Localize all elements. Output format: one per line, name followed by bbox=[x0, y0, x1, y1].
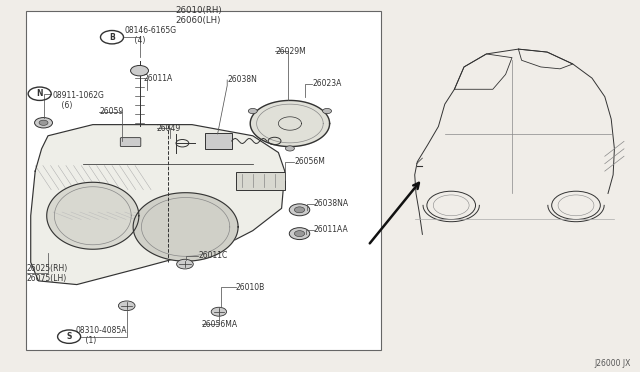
Text: 26059: 26059 bbox=[99, 107, 124, 116]
Text: 26011A: 26011A bbox=[144, 74, 173, 83]
Text: 08146-6165G
    (4): 08146-6165G (4) bbox=[125, 26, 177, 45]
Circle shape bbox=[118, 301, 135, 311]
Polygon shape bbox=[47, 182, 139, 249]
Text: S: S bbox=[67, 332, 72, 341]
Text: 26049: 26049 bbox=[157, 124, 181, 133]
Circle shape bbox=[294, 207, 305, 213]
Circle shape bbox=[35, 118, 52, 128]
Text: B: B bbox=[109, 33, 115, 42]
Text: 26056M: 26056M bbox=[294, 157, 325, 166]
Circle shape bbox=[323, 108, 332, 113]
Text: N: N bbox=[36, 89, 43, 98]
Polygon shape bbox=[250, 100, 330, 147]
Bar bbox=[26, 11, 381, 350]
FancyBboxPatch shape bbox=[120, 138, 141, 147]
Text: 26023A: 26023A bbox=[312, 79, 342, 88]
Text: 26010B: 26010B bbox=[236, 283, 265, 292]
Circle shape bbox=[131, 65, 148, 76]
Text: 26038NA: 26038NA bbox=[314, 199, 349, 208]
Circle shape bbox=[39, 120, 48, 125]
Polygon shape bbox=[133, 193, 238, 261]
Text: 26029M: 26029M bbox=[275, 47, 306, 56]
Circle shape bbox=[294, 231, 305, 237]
Circle shape bbox=[248, 108, 257, 113]
Text: 08310-4085A
    (1): 08310-4085A (1) bbox=[76, 326, 127, 345]
Text: 08911-1062G
    (6): 08911-1062G (6) bbox=[52, 91, 104, 110]
Text: 26011C: 26011C bbox=[198, 251, 228, 260]
Circle shape bbox=[285, 146, 294, 151]
Circle shape bbox=[289, 228, 310, 240]
Text: 26056MA: 26056MA bbox=[202, 320, 237, 329]
Bar bbox=[205, 133, 232, 149]
Circle shape bbox=[211, 307, 227, 316]
Text: 26038N: 26038N bbox=[227, 76, 257, 84]
Bar bbox=[236, 172, 285, 190]
Circle shape bbox=[177, 259, 193, 269]
Text: 26011AA: 26011AA bbox=[314, 225, 348, 234]
Circle shape bbox=[289, 204, 310, 216]
Text: 26010(RH)
26060(LH): 26010(RH) 26060(LH) bbox=[175, 6, 221, 25]
Text: J26000 JX: J26000 JX bbox=[594, 359, 630, 368]
Text: 26025(RH)
26075(LH): 26025(RH) 26075(LH) bbox=[27, 264, 68, 283]
Polygon shape bbox=[31, 125, 285, 285]
